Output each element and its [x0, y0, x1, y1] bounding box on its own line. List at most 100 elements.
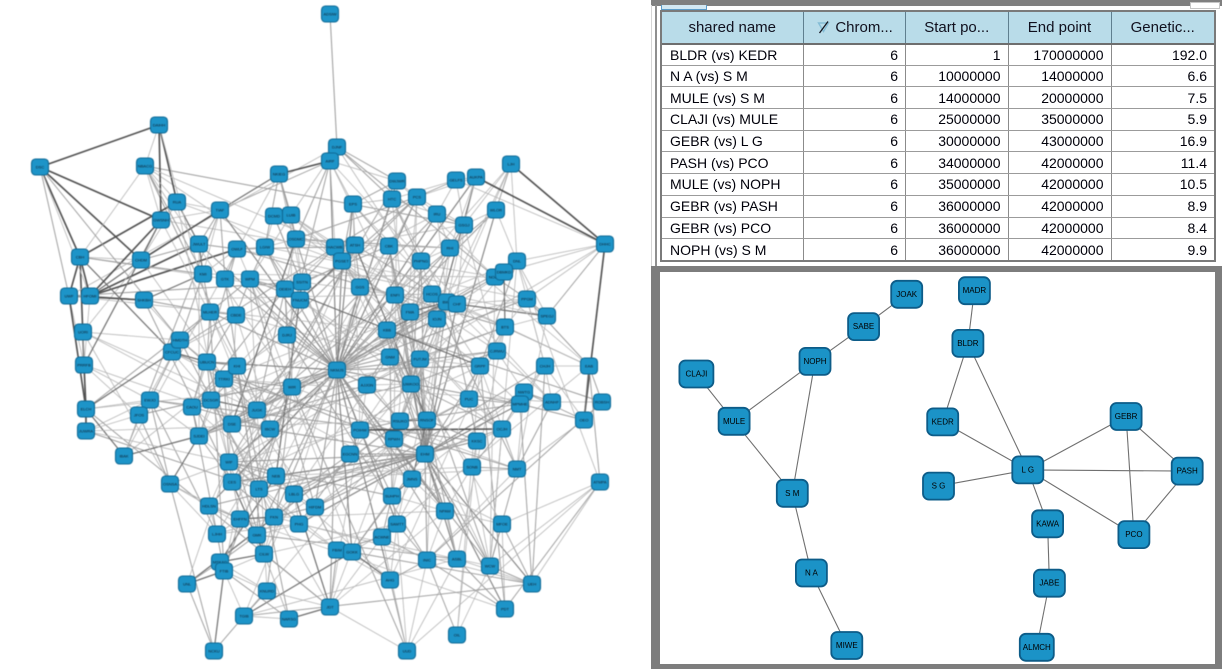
svg-text:WLOR: WLOR — [490, 208, 502, 213]
svg-text:BWS: BWS — [442, 300, 451, 305]
svg-text:CILW: CILW — [259, 552, 269, 557]
svg-text:UUD: UUD — [403, 649, 412, 654]
svg-text:ATSH: ATSH — [350, 243, 360, 248]
svg-text:EHFFN: EHFFN — [233, 517, 246, 522]
svg-text:MADR: MADR — [963, 286, 987, 295]
svg-text:LJH: LJH — [507, 162, 514, 167]
svg-text:HIFDM: HIFDM — [309, 505, 322, 510]
svg-text:PCS: PCS — [413, 195, 422, 200]
svg-text:NPAM: NPAM — [439, 509, 450, 514]
svg-text:AIRF: AIRF — [325, 159, 335, 164]
svg-text:JUWRA: JUWRA — [79, 429, 94, 434]
svg-text:PPGM: PPGM — [521, 297, 533, 302]
svg-text:UORI: UORI — [78, 330, 88, 335]
svg-text:NKMJS: NKMJS — [330, 368, 344, 373]
svg-text:HDLSN: HDLSN — [202, 504, 216, 509]
svg-text:RHI: RHI — [447, 246, 454, 251]
svg-text:RUA: RUA — [173, 200, 182, 205]
svg-text:DHHC: DHHC — [599, 242, 611, 247]
svg-text:FBIM: FBIM — [332, 548, 342, 553]
svg-text:DAIHH: DAIHH — [153, 123, 166, 128]
svg-text:PUC: PUC — [465, 397, 474, 402]
svg-text:PDT: PDT — [501, 607, 510, 612]
svg-text:BTS: BTS — [501, 325, 509, 330]
svg-text:NKIEG: NKIEG — [273, 172, 285, 177]
svg-text:GWSNH: GWSNH — [153, 218, 168, 223]
svg-text:FTIB: FTIB — [220, 569, 229, 574]
svg-text:HCOS: HCOS — [426, 292, 438, 297]
svg-text:CBH: CBH — [76, 255, 85, 260]
svg-text:DCMD: DCMD — [268, 214, 280, 219]
svg-text:TGIB: TGIB — [239, 614, 249, 619]
svg-text:UEH: UEH — [528, 582, 537, 587]
svg-text:MIWE: MIWE — [836, 641, 858, 650]
svg-text:CHDM: CHDM — [135, 258, 147, 263]
svg-text:ATMPA: ATMPA — [593, 480, 607, 485]
svg-text:CBDE: CBDE — [230, 313, 241, 318]
svg-text:TIAF: TIAF — [216, 208, 225, 213]
svg-text:UWKOO: UWKOO — [403, 382, 419, 387]
svg-text:UWF: UWF — [64, 294, 74, 299]
svg-text:DJRJ: DJRJ — [282, 333, 292, 338]
svg-text:CAOU: CAOU — [186, 405, 198, 410]
svg-text:WPM: WPM — [245, 277, 255, 282]
svg-text:PASH: PASH — [1177, 466, 1198, 475]
svg-text:LJHH: LJHH — [212, 532, 222, 537]
svg-text:SSITN: SSITN — [296, 280, 308, 285]
svg-text:KHI: KHI — [234, 364, 241, 369]
svg-text:KEDR: KEDR — [932, 417, 954, 426]
svg-text:CHF: CHF — [453, 302, 462, 307]
svg-text:KKSC: KKSC — [472, 439, 483, 444]
svg-text:AUKPA: AUKPA — [469, 175, 483, 180]
svg-text:DSC: DSC — [36, 165, 45, 170]
svg-text:MPMHE: MPMHE — [513, 402, 528, 407]
svg-text:KAWA: KAWA — [1036, 519, 1060, 528]
svg-text:POIHW: POIHW — [353, 428, 367, 433]
svg-text:MLHER: MLHER — [203, 310, 217, 315]
svg-text:DCSGR: DCSGR — [204, 398, 219, 403]
svg-text:AHG: AHG — [386, 578, 395, 583]
svg-text:DWJWR: DWJWR — [389, 179, 404, 184]
svg-text:LUIB: LUIB — [287, 213, 296, 218]
svg-text:RSUKO: RSUKO — [393, 419, 407, 424]
svg-text:IBAK: IBAK — [119, 454, 128, 459]
svg-text:KBB: KBB — [383, 328, 391, 333]
svg-text:UNL: UNL — [183, 582, 192, 587]
svg-text:WIF: WIF — [225, 460, 233, 465]
svg-text:EAB: EAB — [585, 364, 593, 369]
svg-text:WCW: WCW — [485, 564, 496, 569]
svg-text:GELFS: GELFS — [449, 178, 462, 183]
svg-text:PGSET: PGSET — [335, 259, 349, 264]
svg-text:UBUCN: UBUCN — [200, 360, 214, 365]
svg-text:SABE: SABE — [853, 322, 874, 331]
svg-text:EGCNN: EGCNN — [343, 452, 358, 457]
svg-text:AJJGN: AJJGN — [361, 383, 374, 388]
svg-text:IBCW: IBCW — [265, 427, 276, 432]
svg-text:PHG: PHG — [295, 522, 304, 527]
svg-text:SPEGJ: SPEGJ — [540, 314, 553, 319]
svg-text:ADSIW: ADSIW — [323, 12, 336, 17]
svg-text:SONB: SONB — [466, 465, 478, 470]
svg-text:GEBR: GEBR — [1115, 412, 1138, 421]
svg-text:JDT: JDT — [326, 605, 334, 610]
svg-text:BLDR: BLDR — [957, 338, 979, 347]
svg-text:NCKU: NCKU — [208, 649, 219, 654]
svg-text:SAMTT: SAMTT — [390, 522, 404, 527]
svg-text:ADNHF: ADNHF — [545, 400, 559, 405]
svg-text:FNUCM: FNUCM — [293, 298, 307, 303]
svg-text:KMI: KMI — [199, 272, 206, 277]
svg-text:MULE: MULE — [723, 416, 745, 425]
svg-text:CJRWU: CJRWU — [490, 349, 504, 354]
svg-text:OIL: OIL — [454, 633, 461, 638]
svg-text:ALMCH: ALMCH — [1023, 642, 1051, 651]
svg-text:JABE: JABE — [1039, 578, 1059, 587]
svg-text:FUTJM: FUTJM — [413, 357, 426, 362]
svg-text:HTC: HTC — [388, 197, 396, 202]
svg-text:FKN: FKN — [270, 515, 278, 520]
svg-text:LTS: LTS — [255, 487, 262, 492]
svg-text:GMK: GMK — [252, 533, 261, 538]
svg-text:DNL: DNL — [513, 259, 522, 264]
svg-text:SUHPH: SUHPH — [385, 494, 399, 499]
svg-text:GGS: GGS — [356, 285, 365, 290]
svg-text:OWLF: OWLF — [231, 247, 243, 252]
